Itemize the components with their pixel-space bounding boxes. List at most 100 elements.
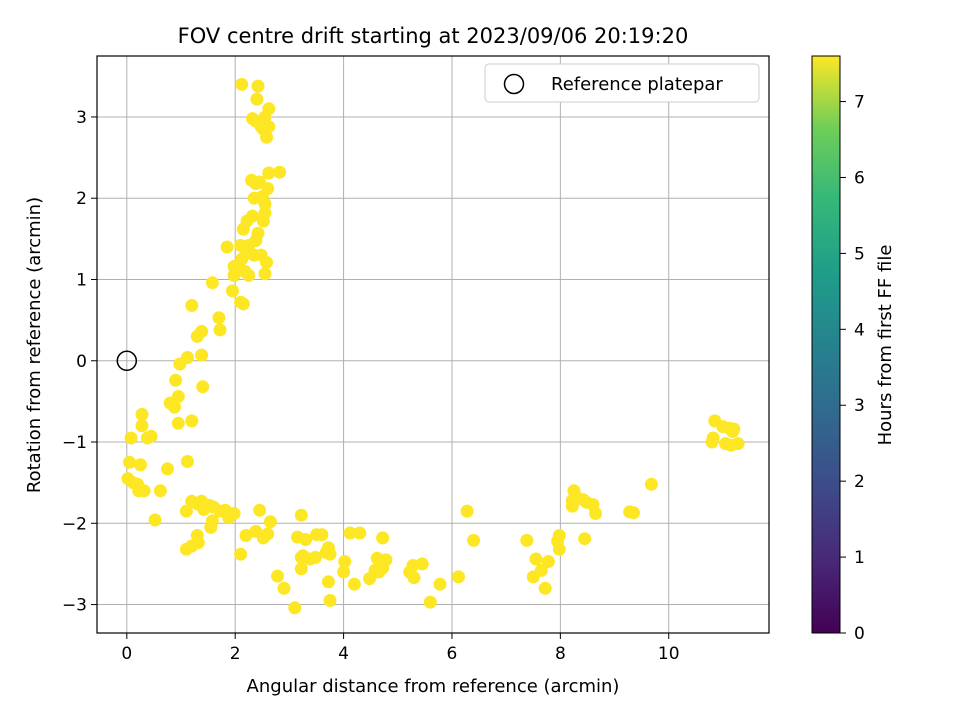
data-point <box>135 419 149 433</box>
colorbar-tick-label: 0 <box>854 624 865 644</box>
data-point <box>294 508 308 522</box>
data-point <box>250 92 264 106</box>
data-point <box>251 79 265 93</box>
data-point <box>273 165 287 179</box>
data-point <box>294 562 308 576</box>
data-point <box>271 569 284 583</box>
y-axis-label: Rotation from reference (arcmin) <box>24 197 45 493</box>
legend: Reference platepar <box>484 63 760 103</box>
data-point <box>376 531 390 545</box>
data-point <box>247 191 261 205</box>
y-tick-label: −1 <box>62 433 87 453</box>
data-point <box>370 551 384 565</box>
legend-box <box>484 63 760 103</box>
data-point <box>644 477 658 491</box>
plot-frame <box>96 55 770 634</box>
data-point <box>263 515 277 529</box>
x-tick-label: 0 <box>121 644 132 664</box>
data-point <box>363 572 377 586</box>
data-point <box>153 484 167 498</box>
data-point <box>251 226 265 240</box>
chart-title: FOV centre drift starting at 2023/09/06 … <box>178 24 689 48</box>
legend-marker <box>503 73 525 95</box>
colorbar-gradient <box>812 56 840 633</box>
data-point <box>291 530 304 544</box>
data-point <box>226 284 239 298</box>
data-point <box>181 351 194 364</box>
data-point <box>168 400 181 414</box>
data-point <box>294 550 308 564</box>
data-point <box>526 570 540 584</box>
reference-platepar-marker <box>116 350 138 372</box>
data-point <box>179 542 193 556</box>
colorbar: 0 1 2 3 4 5 6 7 Hours from first FF file <box>811 55 896 644</box>
data-point <box>196 380 210 394</box>
data-point <box>338 555 352 568</box>
data-point <box>253 175 267 189</box>
data-point <box>185 494 199 508</box>
data-point <box>171 390 185 403</box>
colorbar-tick-label: 4 <box>854 320 865 340</box>
data-point <box>288 601 302 615</box>
data-point <box>239 529 253 542</box>
data-point <box>242 268 256 282</box>
data-point <box>171 416 185 430</box>
data-point <box>258 206 272 220</box>
legend-label: Reference platepar <box>551 74 723 95</box>
data-point <box>181 455 194 468</box>
data-point <box>538 581 552 595</box>
y-tick-label: −3 <box>62 596 87 616</box>
data-point <box>260 255 274 269</box>
data-point <box>124 431 138 445</box>
x-axis-label: Angular distance from reference (arcmin) <box>247 676 620 697</box>
data-point <box>731 437 745 451</box>
data-point <box>347 577 361 591</box>
data-point <box>627 506 640 520</box>
data-point <box>260 130 274 144</box>
colorbar-tick-label: 3 <box>854 396 865 416</box>
data-point <box>123 455 136 469</box>
colorbar-tick-label: 6 <box>854 168 865 188</box>
data-point <box>202 498 216 512</box>
data-point <box>726 425 740 438</box>
data-point <box>195 325 209 338</box>
data-point <box>578 532 592 546</box>
data-point <box>235 77 249 91</box>
data-point <box>195 348 209 362</box>
x-tick-label: 10 <box>658 644 680 664</box>
x-axis-ticks: 0 2 4 6 8 10 <box>121 633 680 664</box>
data-point <box>372 565 386 579</box>
data-point <box>343 526 357 540</box>
colorbar-tick-label: 2 <box>854 472 865 492</box>
data-point <box>253 503 267 517</box>
data-point <box>460 504 474 518</box>
data-point <box>541 555 555 568</box>
data-point <box>205 276 219 290</box>
data-point <box>277 581 291 595</box>
colorbar-label: Hours from first FF file <box>875 245 896 446</box>
colorbar-frame <box>811 55 841 634</box>
y-tick-label: −2 <box>62 514 87 534</box>
colorbar-tick-label: 7 <box>854 93 865 113</box>
data-point <box>310 528 323 542</box>
colorbar-ticks: 0 1 2 3 4 5 6 7 <box>840 93 865 644</box>
data-point <box>148 513 162 527</box>
data-point <box>205 514 219 528</box>
x-tick-label: 8 <box>555 644 566 664</box>
data-point <box>321 575 335 589</box>
data-point <box>407 571 421 585</box>
data-point <box>552 542 566 556</box>
data-point <box>185 414 199 428</box>
x-tick-label: 6 <box>447 644 458 664</box>
data-point <box>179 504 193 518</box>
data-point <box>452 570 465 584</box>
y-tick-label: 0 <box>76 352 87 372</box>
data-point <box>323 594 337 607</box>
data-point <box>213 323 227 337</box>
data-point <box>529 552 543 566</box>
data-point <box>262 102 276 116</box>
data-point <box>249 524 263 538</box>
colorbar-tick-label: 5 <box>854 244 865 264</box>
data-point <box>236 297 250 311</box>
x-tick-label: 4 <box>338 644 349 664</box>
